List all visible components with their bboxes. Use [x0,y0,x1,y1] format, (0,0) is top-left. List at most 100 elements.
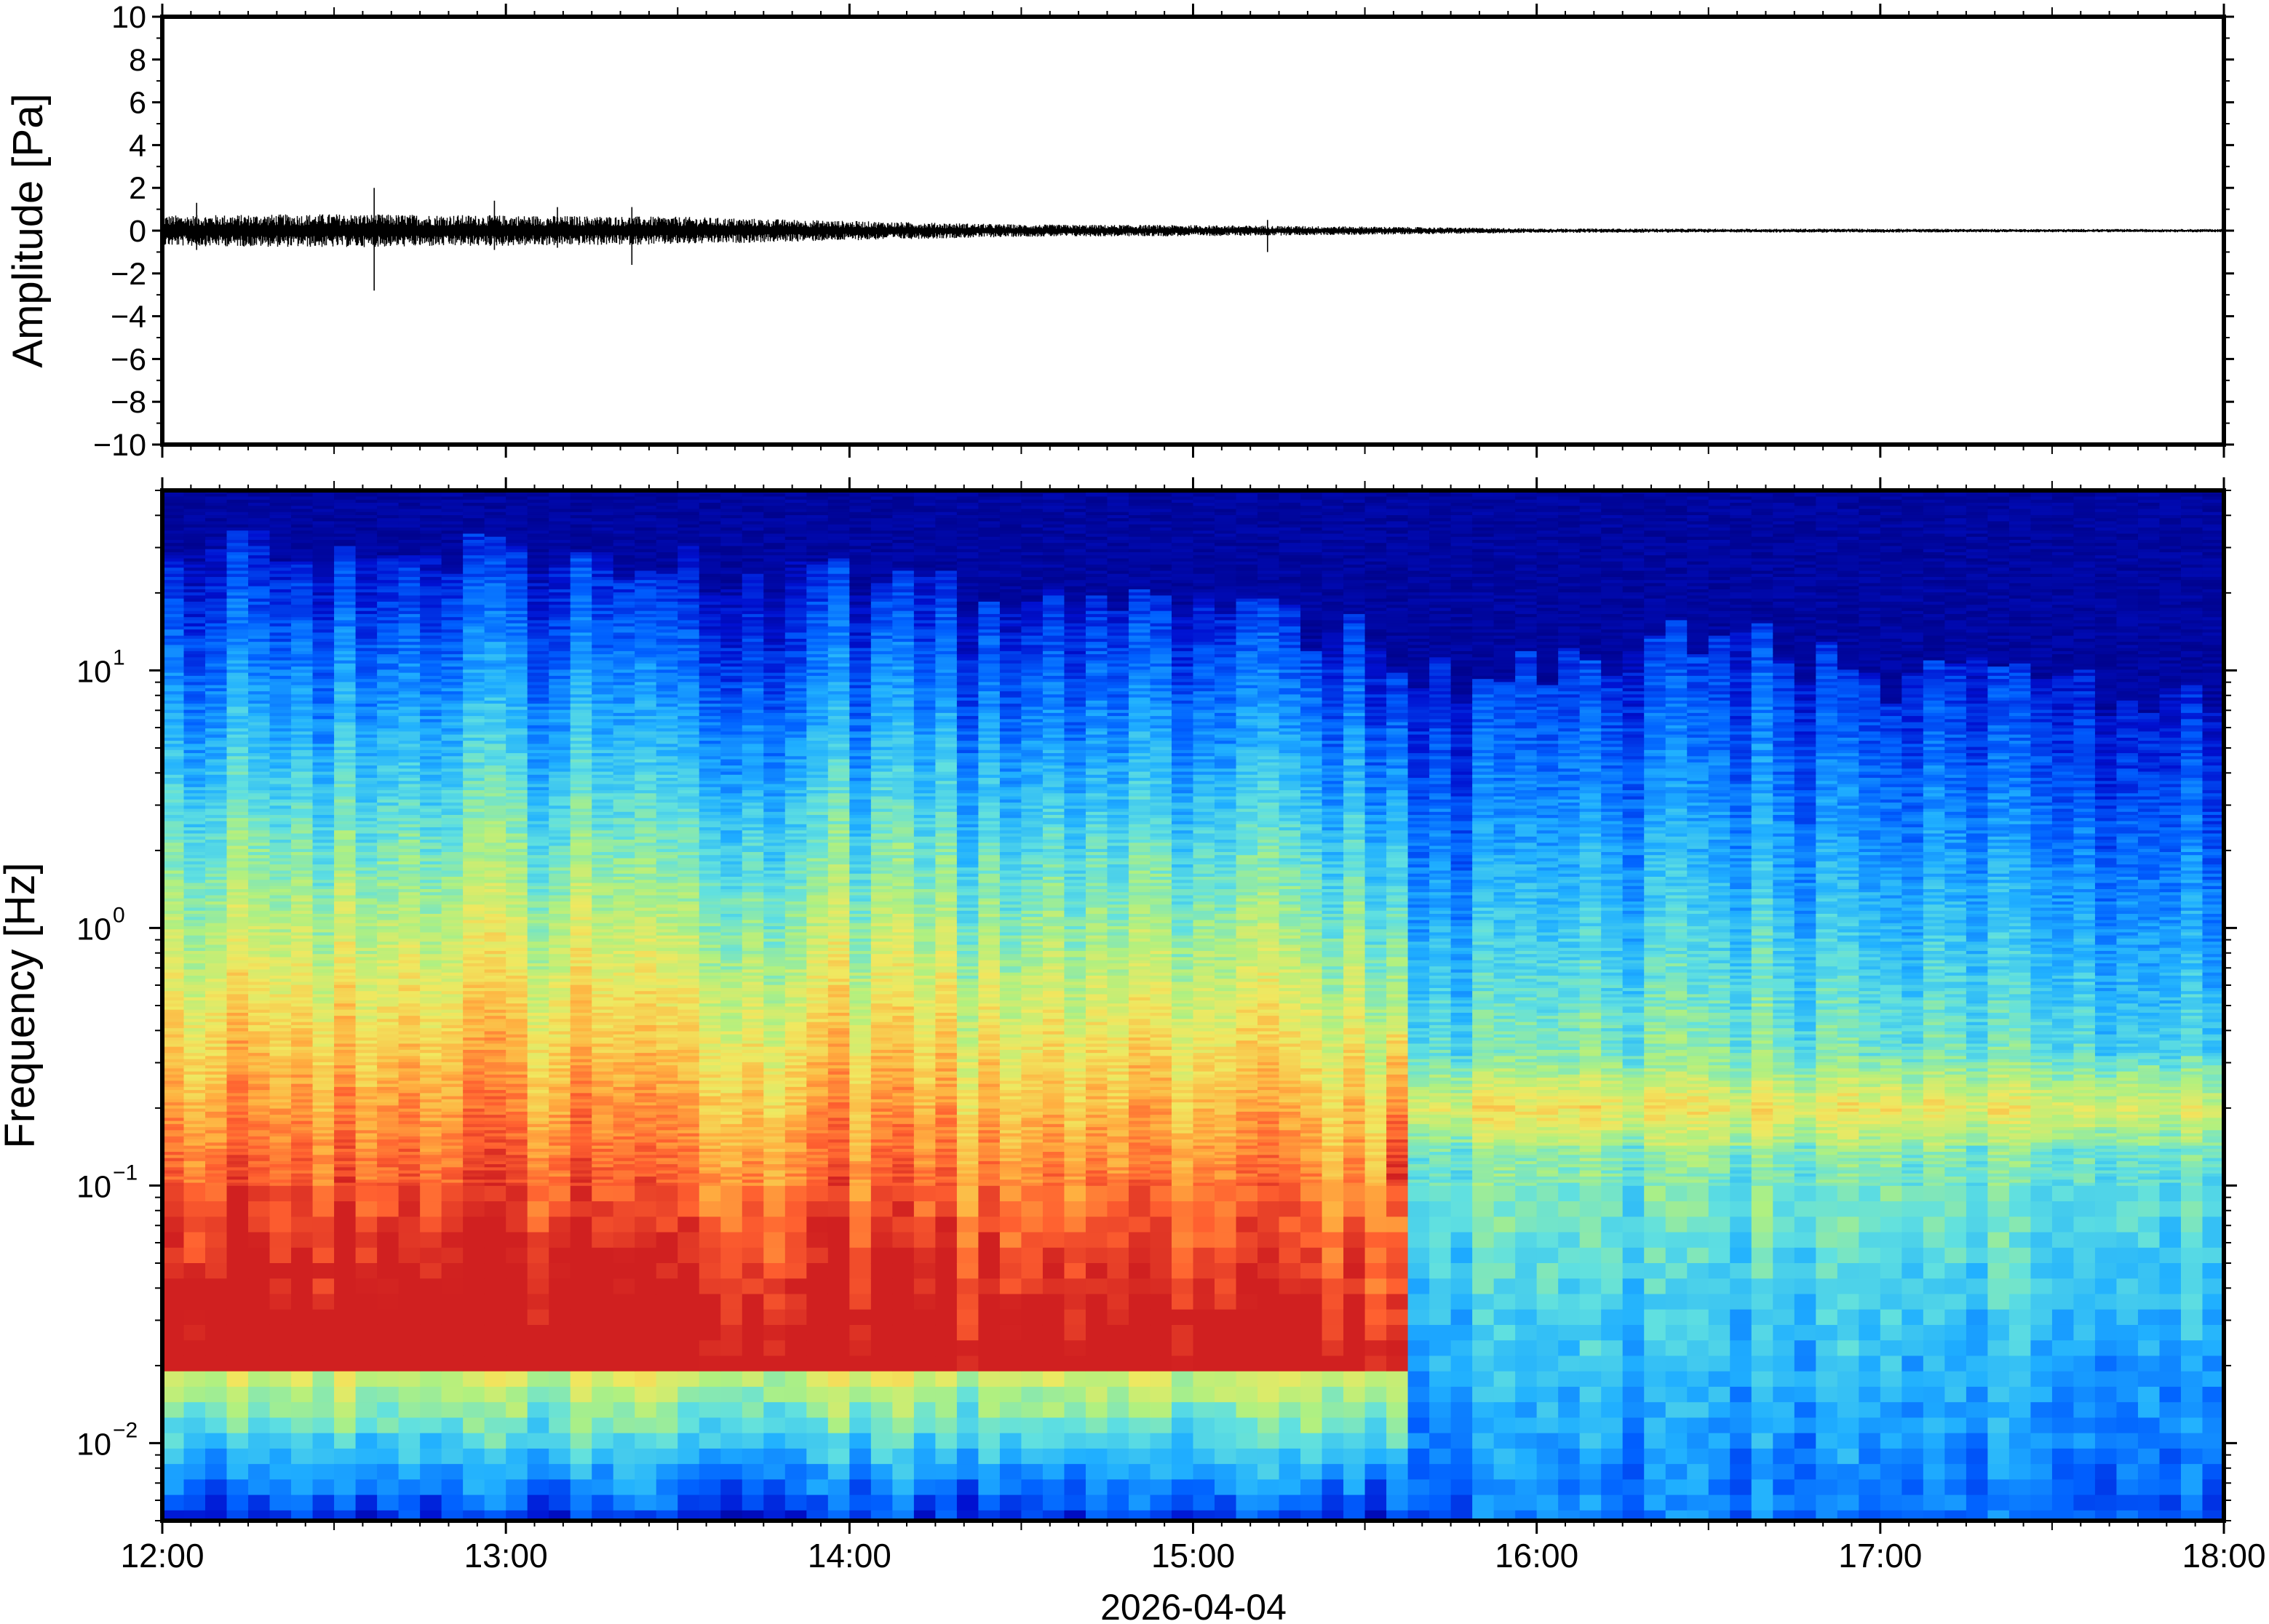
spectrogram-cell [506,805,528,810]
spectrogram-cell [420,549,442,553]
spectrogram-cell [398,1133,421,1137]
spectrogram-cell [463,512,485,516]
spectrogram-cell [527,778,549,781]
spectrogram-cell [506,539,528,544]
spectrogram-cell [506,960,528,964]
spectrogram-cell [355,536,378,541]
spectrogram-cell [377,1340,400,1357]
spectrogram-cell [463,944,485,949]
spectrogram-cell [398,1494,421,1511]
spectrogram-cell [334,972,357,976]
spectrogram-cell [183,1031,206,1035]
spectrogram-cell [441,778,464,781]
spectrogram-cell [377,818,400,822]
spectrogram-cell [226,880,249,884]
spectrogram-cell [441,1115,464,1118]
spectrogram-cell [398,706,421,711]
spectrogram-cell [570,583,593,587]
spectrogram-cell [549,617,571,621]
spectrogram-cell [355,626,378,630]
spectrogram-cell [291,867,314,872]
spectrogram-cell [420,1090,442,1094]
spectrogram-cell [527,685,549,689]
spectrogram-cell [441,1111,464,1115]
spectrogram-cell [226,1152,249,1155]
spectrogram-cell [506,1121,528,1125]
spectrogram-cell [506,509,528,513]
spectrogram-cell [334,1217,357,1233]
spectrogram-cell [226,1000,249,1004]
spectrogram-cell [269,997,292,1001]
spectrogram-cell [248,784,271,788]
spectrogram-cell [334,1127,357,1131]
spectrogram-cell [248,688,271,692]
spectrogram-cell [506,1053,528,1056]
spectrogram-cell [312,845,335,850]
spectrogram-cell [398,1056,421,1060]
spectrogram-cell [506,1448,528,1465]
spectrogram-cell [291,888,314,893]
spectrogram-cell [248,877,271,880]
spectrogram-cell [398,555,421,560]
spectrogram-cell [420,904,442,909]
spectrogram-cell [312,852,335,856]
spectrogram-cell [506,923,528,927]
spectrogram-cell [377,1247,400,1264]
spectrogram-cell [420,697,442,701]
spectrogram-cell [205,781,228,785]
spectrogram-cell [334,1494,357,1511]
spectrogram-cell [334,608,357,612]
spectrogram-cell [334,1170,357,1174]
spectrogram-cell [484,1142,506,1147]
spectrogram-cell [377,610,400,615]
spectrogram-cell [506,950,528,955]
spectrogram-cell [334,1040,357,1044]
spectrogram-cell [463,1099,485,1103]
spectrogram-cell [441,1152,464,1155]
spectrogram-cell [570,601,593,605]
spectrogram-cell [248,506,271,510]
spectrogram-cell [162,663,185,667]
spectrogram-cell [398,932,421,936]
spectrogram-cell [441,753,464,757]
spectrogram-cell [312,518,335,522]
spectrogram-cell [398,629,421,634]
spectrogram-cell [312,570,335,575]
spectrogram-cell [377,623,400,627]
spectrogram-cell [205,954,228,958]
spectrogram-cell [549,799,571,803]
spectrogram-cell [398,1062,421,1066]
spectrogram-cell [226,1139,249,1143]
spectrogram-cell [441,762,464,766]
spectrogram-cell [398,1232,421,1249]
spectrogram-cell [334,979,357,983]
spectrogram-cell [355,1062,378,1066]
spectrogram-cell [334,598,357,602]
spectrogram-cell [377,549,400,553]
spectrogram-cell [162,1448,185,1465]
spectrogram-cell [377,1031,400,1035]
spectrogram-cell [183,632,206,637]
spectrogram-cell [334,1078,357,1081]
spectrogram-cell [248,536,271,541]
spectrogram-cell [269,1278,292,1295]
spectrogram-cell [183,836,206,840]
spectrogram-cell [205,682,228,686]
spectrogram-cell [377,1167,400,1171]
spectrogram-cell [248,1090,271,1094]
spectrogram-cell [549,848,571,853]
spectrogram-cell [463,932,485,936]
spectrogram-cell [162,1170,185,1174]
spectrogram-cell [441,987,464,992]
spectrogram-cell [441,873,464,877]
spectrogram-cell [549,1022,571,1026]
spectrogram-cell [377,1118,400,1122]
spectrogram-cell [463,737,485,741]
spectrogram-cell [398,608,421,612]
spectrogram-cell [484,605,506,609]
spectrogram-cell [205,920,228,924]
spectrogram-cell [506,648,528,652]
spectrogram-cell [269,1340,292,1357]
spectrogram-cell [398,1402,421,1418]
spectrogram-cell [334,1155,357,1159]
